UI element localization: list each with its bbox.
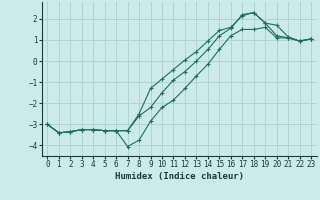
X-axis label: Humidex (Indice chaleur): Humidex (Indice chaleur) — [115, 172, 244, 181]
